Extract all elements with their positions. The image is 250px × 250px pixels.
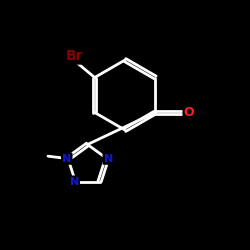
- Text: N: N: [62, 154, 72, 164]
- Text: O: O: [184, 106, 194, 119]
- Text: Br: Br: [66, 49, 83, 63]
- Text: N: N: [70, 176, 79, 186]
- Text: N: N: [104, 154, 113, 164]
